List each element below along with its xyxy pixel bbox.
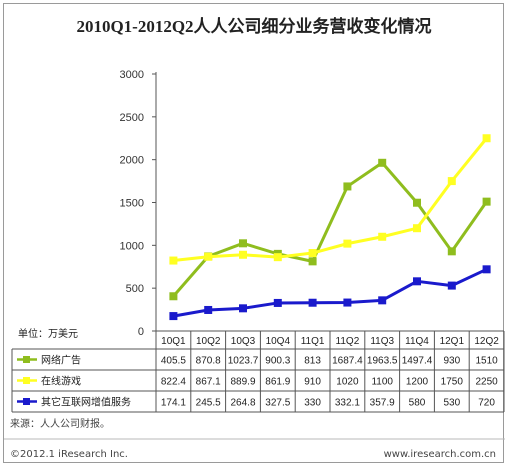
y-tick-label: 500 xyxy=(126,283,144,295)
x-tick-label: 11Q3 xyxy=(370,336,394,347)
y-tick-label: 1000 xyxy=(120,240,144,252)
data-point xyxy=(482,197,491,206)
legend-marker xyxy=(23,377,30,384)
data-point xyxy=(378,232,387,241)
data-point xyxy=(169,312,178,321)
data-point xyxy=(169,256,178,265)
data-point xyxy=(343,182,352,191)
series-line xyxy=(173,137,488,263)
data-cell: 1963.5 xyxy=(367,356,398,367)
data-point xyxy=(273,253,282,262)
unit-label: 单位：万美元 xyxy=(18,327,78,340)
data-point xyxy=(447,177,456,186)
data-cell: 1020 xyxy=(336,377,359,388)
data-cell: 332.1 xyxy=(335,398,360,409)
website-text: www.iresearch.com.cn xyxy=(384,449,496,460)
y-tick-label: 3000 xyxy=(120,69,144,81)
data-cell: 1497.4 xyxy=(402,356,433,367)
data-point xyxy=(239,250,247,259)
data-point xyxy=(239,304,247,313)
data-cell: 1200 xyxy=(406,377,429,388)
legend-label: 网络广告 xyxy=(41,354,81,367)
data-cell: 867.1 xyxy=(196,377,221,388)
series-line xyxy=(173,267,488,318)
data-point xyxy=(239,239,247,248)
data-cell: 174.1 xyxy=(161,398,186,409)
data-cell: 245.5 xyxy=(196,398,221,409)
x-tick-label: 11Q2 xyxy=(336,336,360,347)
x-tick-label: 10Q3 xyxy=(231,336,256,347)
data-point xyxy=(169,292,178,301)
data-point xyxy=(482,134,491,143)
x-tick-label: 10Q1 xyxy=(161,336,186,347)
y-tick-label: 2000 xyxy=(120,155,144,167)
data-cell: 1687.4 xyxy=(332,356,363,367)
data-cell: 357.9 xyxy=(370,398,395,409)
data-cell: 405.5 xyxy=(161,356,186,367)
data-cell: 2250 xyxy=(475,377,498,388)
data-cell: 327.5 xyxy=(265,398,290,409)
data-point xyxy=(378,158,387,167)
data-cell: 813 xyxy=(304,356,321,367)
data-point xyxy=(413,277,421,286)
data-table: 单位：万美元 10Q1 10Q2 10Q3 10Q4 11Q1 11Q2 11Q3 11Q4 1… xyxy=(11,327,505,413)
data-cell: 1023.7 xyxy=(228,356,259,367)
data-point xyxy=(413,198,421,207)
x-tick-label: 11Q4 xyxy=(405,336,429,347)
data-point xyxy=(482,265,491,274)
data-cell: 930 xyxy=(443,356,460,367)
y-tick-label: 0 xyxy=(138,326,144,338)
x-tick-label: 10Q2 xyxy=(196,336,221,347)
data-cell: 720 xyxy=(478,398,495,409)
x-tick-label: 10Q4 xyxy=(266,336,291,347)
axes: 0 500 1000 1500 2000 2500 3000 xyxy=(120,69,157,338)
data-cell: 264.8 xyxy=(230,398,255,409)
data-cell: 900.3 xyxy=(265,356,290,367)
legend-label: 在线游戏 xyxy=(41,375,81,388)
data-cell: 1100 xyxy=(371,377,393,388)
legend-marker xyxy=(23,398,30,405)
y-tick-label: 1500 xyxy=(120,198,144,210)
source-note: 来源：人人公司财报。 xyxy=(10,417,110,430)
copyright-text: ©2012.1 iResearch Inc. xyxy=(10,449,128,460)
legend-marker xyxy=(23,356,30,363)
data-point xyxy=(308,249,317,258)
y-tick-label: 2500 xyxy=(120,112,144,124)
data-point xyxy=(308,257,317,266)
data-point xyxy=(343,298,352,307)
data-point xyxy=(447,247,456,256)
x-tick-label: 12Q2 xyxy=(474,336,499,347)
series-layer xyxy=(169,134,491,321)
data-cell: 889.9 xyxy=(230,377,255,388)
chart-frame: 2010Q1-2012Q2人人公司细分业务营收变化情况 0 500 1000 1500… xyxy=(3,3,505,463)
x-tick-label: 12Q1 xyxy=(440,336,465,347)
x-tick-label: 11Q1 xyxy=(301,336,325,347)
data-cell: 330 xyxy=(304,398,321,409)
data-point xyxy=(378,296,387,305)
data-point xyxy=(343,239,352,248)
chart-title: 2010Q1-2012Q2人人公司细分业务营收变化情况 xyxy=(76,16,431,36)
data-point xyxy=(308,298,317,307)
data-point xyxy=(413,224,421,233)
data-cell: 580 xyxy=(409,398,426,409)
data-cell: 870.8 xyxy=(196,356,221,367)
legend-label: 其它互联网增值服务 xyxy=(41,396,131,409)
data-cell: 1510 xyxy=(475,356,498,367)
data-cell: 861.9 xyxy=(265,377,290,388)
data-point xyxy=(447,281,456,290)
data-cell: 530 xyxy=(443,398,460,409)
series-line xyxy=(172,161,488,298)
data-point xyxy=(204,305,213,314)
revenue-line-chart: 2010Q1-2012Q2人人公司细分业务营收变化情况 0 500 1000 1500… xyxy=(4,16,505,460)
data-cell: 910 xyxy=(304,377,321,388)
data-cell: 822.4 xyxy=(161,377,186,388)
data-point xyxy=(273,298,282,307)
data-cell: 1750 xyxy=(441,377,464,388)
data-point xyxy=(204,252,213,261)
